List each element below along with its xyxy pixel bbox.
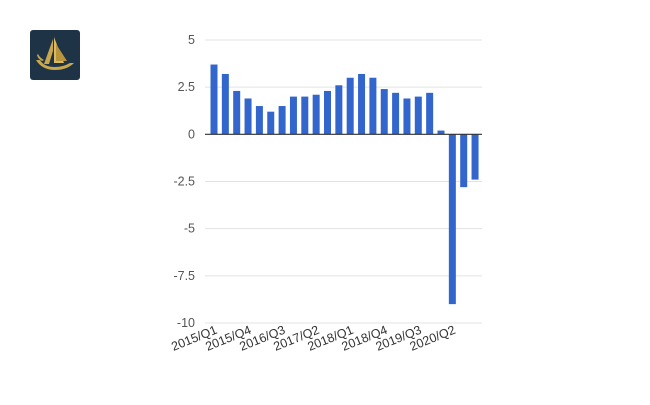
y-tick-label: -7.5 xyxy=(173,269,195,283)
y-tick-label: -10 xyxy=(177,316,195,330)
bar xyxy=(448,134,456,305)
bar xyxy=(335,85,343,135)
bar xyxy=(324,90,331,135)
bars xyxy=(210,64,479,305)
y-axis-ticks: 5 2.5 0 -2.5 -5 -7.5 -10 xyxy=(173,33,195,330)
x-axis-labels: 2015/Q12015/Q42016/Q32017/Q22018/Q12018/… xyxy=(169,323,457,354)
bar xyxy=(312,94,320,135)
bar xyxy=(369,77,377,135)
bar xyxy=(414,96,422,135)
bar xyxy=(346,77,354,135)
bar xyxy=(380,89,388,135)
bar xyxy=(437,130,445,135)
bar xyxy=(267,111,275,135)
gold-ship-logo-icon xyxy=(36,37,74,70)
bar xyxy=(471,134,479,180)
bar xyxy=(289,96,297,135)
bar xyxy=(392,92,400,135)
bar xyxy=(403,98,411,135)
y-tick-label: 0 xyxy=(188,127,195,141)
bar xyxy=(426,92,434,135)
bar xyxy=(244,98,252,135)
bar xyxy=(210,64,218,135)
bar xyxy=(358,73,366,135)
y-tick-label: 2.5 xyxy=(178,80,195,94)
brand-logo xyxy=(30,30,80,80)
bar xyxy=(301,96,309,135)
y-tick-label: -2.5 xyxy=(173,175,195,189)
y-tick-label: 5 xyxy=(188,33,195,47)
y-tick-label: -5 xyxy=(184,222,195,236)
bar xyxy=(255,106,263,135)
bar xyxy=(233,90,241,135)
bar xyxy=(221,73,229,135)
gridlines xyxy=(205,39,482,324)
bar xyxy=(278,106,286,135)
bar xyxy=(460,134,468,188)
